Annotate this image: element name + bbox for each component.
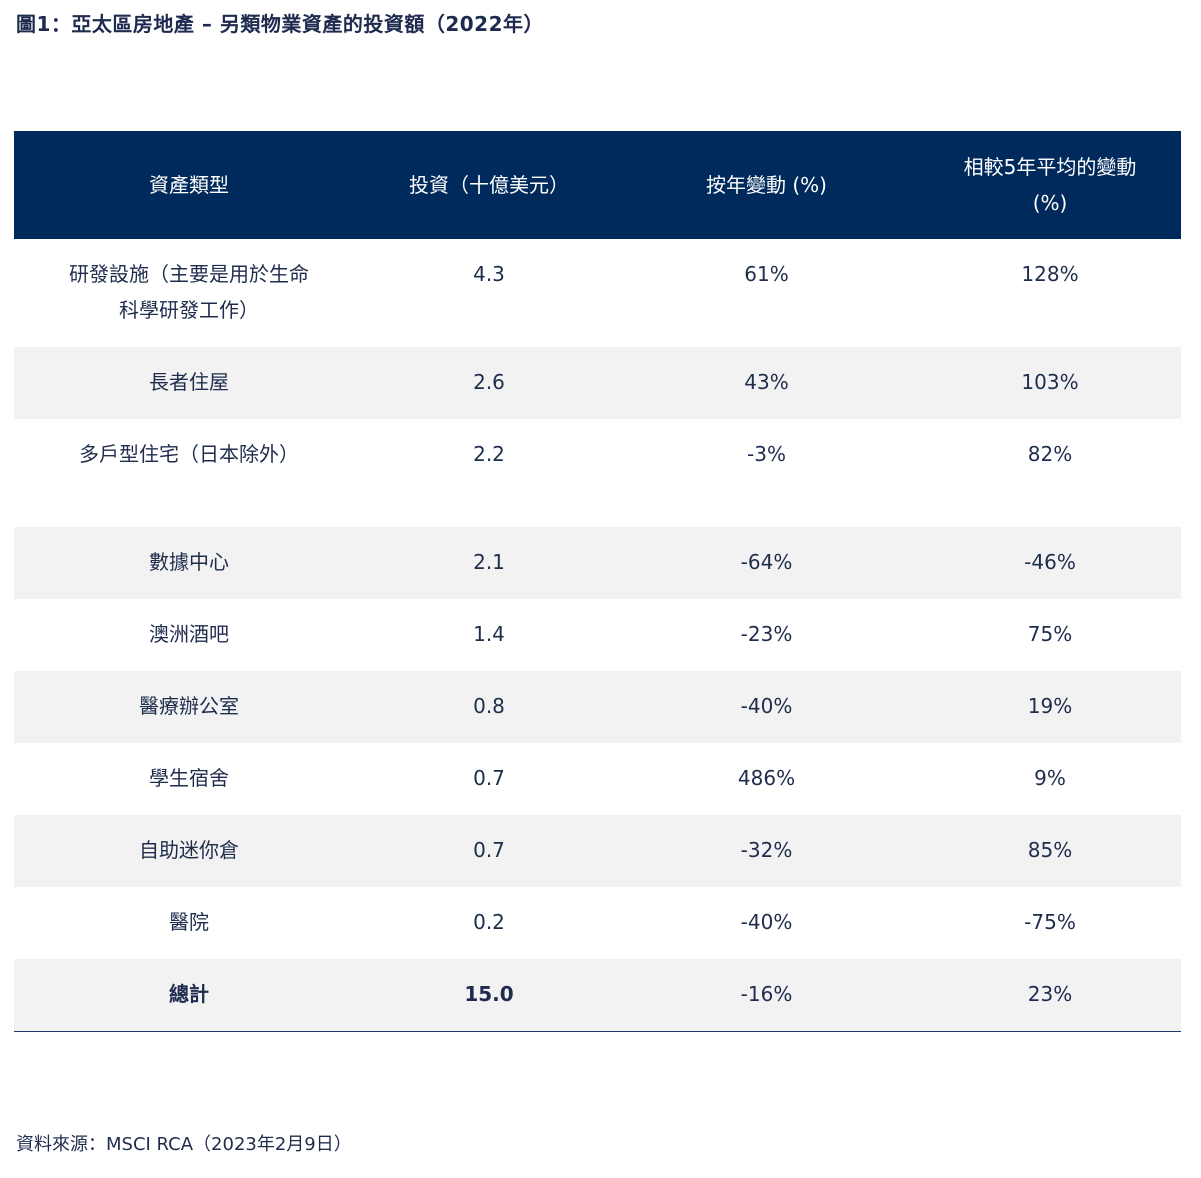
- investment-cell: 4.3: [473, 262, 505, 286]
- yoy-cell: -23%: [740, 622, 793, 646]
- yoy-cell: -40%: [740, 694, 793, 718]
- vs5y-cell: -75%: [1024, 910, 1076, 934]
- table-row: 長者住屋 2.6 43% 103%: [14, 347, 1181, 419]
- asset-type-cell: 醫療辦公室: [139, 694, 239, 718]
- table-header-row: 資產類型 投資（十億美元） 按年變動 (%) 相較5年平均的變動 (%): [14, 131, 1181, 239]
- table-row: 澳洲酒吧 1.4 -23% 75%: [14, 599, 1181, 671]
- asset-type-cell: 多戶型住宅（日本除外）: [79, 442, 299, 466]
- asset-type-cell: 醫院: [169, 910, 209, 934]
- header-vs-5y-avg: 相較5年平均的變動 (%): [963, 155, 1137, 215]
- yoy-cell: -64%: [740, 550, 793, 574]
- asset-type-cell: 長者住屋: [149, 370, 229, 394]
- total-vs5y: 23%: [1027, 982, 1073, 1006]
- header-investment: 投資（十億美元）: [409, 173, 569, 197]
- table-row: 學生宿舍 0.7 486% 9%: [14, 743, 1181, 815]
- table-row: 自助迷你倉 0.7 -32% 85%: [14, 815, 1181, 887]
- investment-cell: 2.6: [473, 370, 505, 394]
- vs5y-cell: 103%: [1021, 370, 1079, 394]
- yoy-cell: 61%: [744, 262, 789, 286]
- asset-type-cell: 學生宿舍: [149, 766, 229, 790]
- yoy-cell: -32%: [740, 838, 793, 862]
- asset-type-cell: 數據中心: [149, 550, 229, 574]
- vs5y-cell: 82%: [1027, 442, 1073, 466]
- vs5y-cell: 85%: [1027, 838, 1073, 862]
- total-yoy: -16%: [740, 982, 793, 1006]
- asset-type-cell: 澳洲酒吧: [149, 622, 229, 646]
- investment-cell: 2.1: [473, 550, 505, 574]
- table-row: 醫院 0.2 -40% -75%: [14, 887, 1181, 959]
- vs5y-cell: 9%: [1034, 766, 1066, 790]
- investment-cell: 2.2: [473, 442, 505, 466]
- total-investment: 15.0: [464, 982, 514, 1006]
- header-asset-type: 資產類型: [149, 173, 229, 197]
- investment-cell: 0.8: [473, 694, 505, 718]
- investment-table: 資產類型 投資（十億美元） 按年變動 (%) 相較5年平均的變動 (%) 研發設…: [14, 131, 1181, 1032]
- investment-cell: 1.4: [473, 622, 505, 646]
- asset-type-cell: 研發設施（主要是用於生命科學研發工作）: [69, 262, 309, 322]
- source-note: 資料來源：MSCI RCA（2023年2月9日）: [16, 1134, 352, 1155]
- total-label: 總計: [169, 982, 209, 1006]
- table-row: 醫療辦公室 0.8 -40% 19%: [14, 671, 1181, 743]
- total-row: 總計 15.0 -16% 23%: [14, 959, 1181, 1031]
- table-row: 多戶型住宅（日本除外） 2.2 -3% 82%: [14, 419, 1181, 527]
- yoy-cell: 43%: [744, 370, 789, 394]
- yoy-cell: -3%: [747, 442, 786, 466]
- table-row: 數據中心 2.1 -64% -46%: [14, 527, 1181, 599]
- vs5y-cell: 75%: [1027, 622, 1073, 646]
- investment-cell: 0.7: [473, 766, 505, 790]
- yoy-cell: 486%: [737, 766, 796, 790]
- vs5y-cell: -46%: [1024, 550, 1076, 574]
- header-yoy-change: 按年變動 (%): [706, 173, 827, 197]
- page-title: 圖1：亞太區房地產 – 另類物業資產的投資額（2022年）: [16, 12, 545, 36]
- vs5y-cell: 128%: [1021, 262, 1079, 286]
- investment-cell: 0.7: [473, 838, 505, 862]
- asset-type-cell: 自助迷你倉: [139, 838, 239, 862]
- yoy-cell: -40%: [740, 910, 793, 934]
- vs5y-cell: 19%: [1027, 694, 1073, 718]
- investment-cell: 0.2: [473, 910, 505, 934]
- table-row: 研發設施（主要是用於生命科學研發工作） 4.3 61% 128%: [14, 239, 1181, 347]
